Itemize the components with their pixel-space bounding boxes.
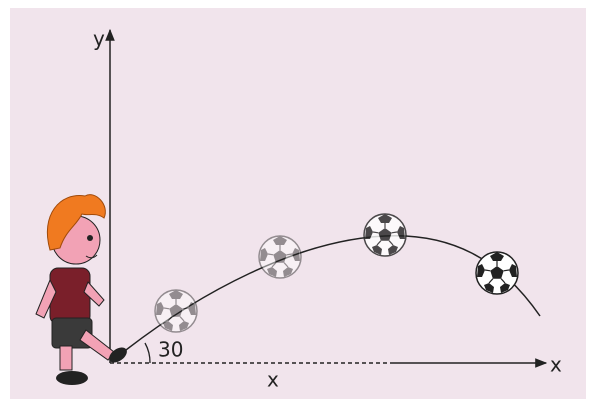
ball: [364, 214, 406, 256]
distance-label: x: [267, 368, 279, 392]
ball: [476, 252, 518, 294]
angle-label: 30: [158, 338, 183, 362]
x-axis-label: x: [550, 353, 562, 377]
y-axis-label: y: [93, 27, 105, 51]
ball-ghost: [155, 290, 197, 332]
projectile-diagram: y x x 30: [0, 0, 596, 407]
ball-ghost: [259, 236, 301, 278]
page: {"axes": {"y_label": "y", "x_label": "x"…: [0, 0, 596, 407]
